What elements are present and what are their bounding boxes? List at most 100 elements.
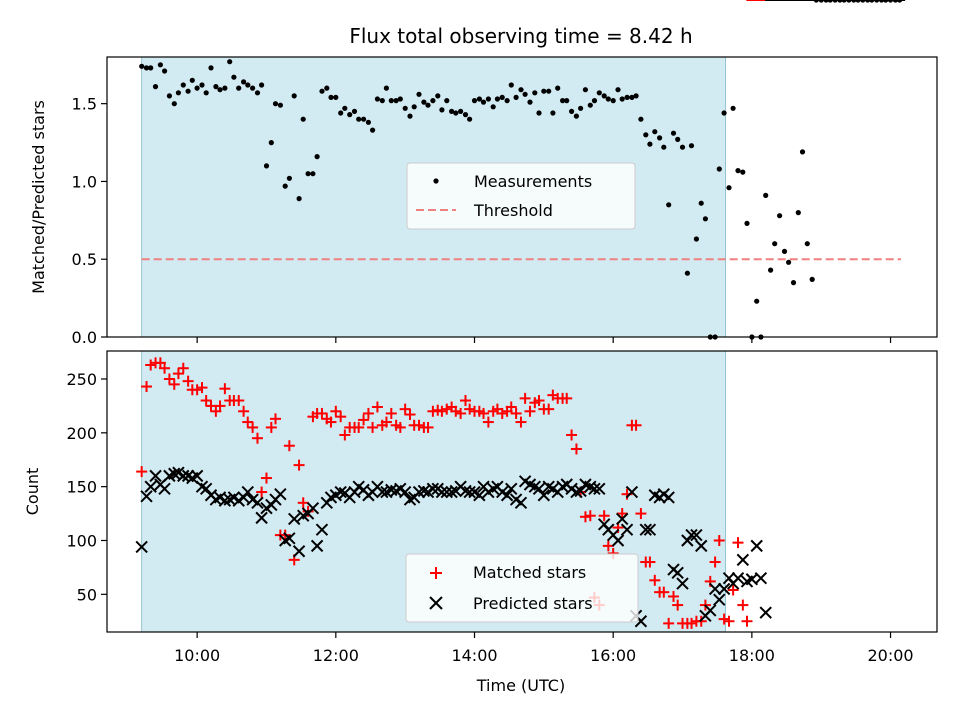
matched-star-point	[168, 378, 180, 390]
predicted-star-point	[417, 484, 431, 498]
measurement-point	[693, 236, 700, 242]
matched-star-point	[713, 534, 725, 546]
matched-star-point	[265, 421, 277, 433]
matched-star-point	[644, 556, 656, 568]
measurement-point	[296, 196, 302, 202]
matched-star-point	[269, 413, 281, 425]
measurement-point	[605, 96, 611, 102]
measurement-point	[310, 171, 316, 177]
predicted-star-point	[315, 523, 329, 536]
legend-predicted-marker	[429, 596, 443, 610]
measurement-point	[241, 79, 247, 85]
predicted-star-point	[168, 467, 181, 480]
measurement-point	[324, 85, 330, 91]
matched-star-point	[358, 414, 370, 426]
predicted-star-point	[149, 469, 162, 483]
matched-star-point	[159, 362, 171, 374]
measurement-point	[573, 113, 580, 119]
measurement-point	[688, 143, 695, 149]
measurement-point	[467, 116, 473, 122]
measurement-point	[203, 90, 209, 96]
matched-star-point	[668, 590, 680, 602]
measurement-point	[407, 113, 413, 119]
measurement-point	[166, 93, 172, 99]
measurement-point	[476, 96, 482, 102]
matched-star-point	[136, 466, 148, 478]
matched-star-point	[505, 401, 517, 413]
predicted-star-point	[334, 485, 347, 499]
predicted-star-point	[426, 482, 440, 496]
bottom-y-tick-label: 250	[66, 370, 97, 389]
bottom-y-tick-label: 200	[66, 424, 97, 443]
predicted-star-point	[140, 490, 153, 503]
measurement-point	[383, 85, 389, 91]
predicted-star-point	[671, 566, 684, 579]
top-y-tick-label: 1.0	[72, 172, 97, 191]
predicted-star-point	[754, 571, 768, 585]
predicted-star-point	[750, 539, 763, 553]
measurement-point	[666, 202, 672, 208]
measurement-point	[675, 136, 681, 142]
measurement-point	[189, 77, 195, 83]
matched-star-point	[570, 443, 582, 455]
measurement-point	[286, 175, 292, 181]
measurement-point	[250, 85, 256, 91]
predicted-star-point	[736, 553, 750, 567]
matched-star-point	[325, 416, 337, 428]
predicted-star-point	[135, 540, 148, 554]
matched-star-point	[515, 416, 527, 428]
measurement-point	[480, 99, 487, 105]
matched-star-point	[672, 599, 684, 611]
x-tick-label: 14:00	[451, 646, 497, 665]
matched-star-point	[371, 401, 383, 413]
measurement-point	[638, 116, 644, 122]
measurement-point	[222, 85, 228, 91]
measurement-point	[596, 90, 602, 96]
matched-star-point	[561, 392, 573, 404]
matched-star-point	[260, 472, 272, 484]
matched-star-point	[441, 403, 453, 415]
matched-star-point	[496, 407, 508, 419]
predicted-star-point	[532, 482, 546, 496]
matched-star-point	[233, 395, 245, 407]
bottom-axes-frame	[106, 350, 938, 633]
matched-star-point	[385, 407, 397, 419]
matched-star-point	[145, 359, 157, 371]
measurement-point	[208, 65, 214, 71]
predicted-star-point	[505, 482, 518, 496]
predicted-star-point	[199, 482, 213, 496]
measurement-point	[721, 110, 727, 116]
measurement-point	[508, 82, 514, 88]
matched-star-point	[737, 599, 749, 611]
matched-star-point	[616, 508, 628, 520]
measurement-point	[550, 110, 556, 116]
predicted-star-point	[190, 469, 204, 483]
measurement-point	[213, 84, 219, 90]
measurement-point	[148, 65, 154, 71]
measurement-point	[768, 267, 774, 273]
predicted-star-point	[593, 482, 606, 496]
matched-star-point	[436, 405, 448, 417]
chart-title: Flux total observing time = 8.42 h	[349, 24, 692, 48]
matched-star-point	[533, 395, 545, 407]
matched-star-point	[251, 432, 263, 444]
predicted-star-point	[620, 523, 634, 536]
matched-star-point	[566, 429, 578, 441]
measurement-point	[305, 171, 311, 177]
matched-star-point	[663, 617, 675, 629]
measurement-point	[629, 94, 635, 100]
measurement-point	[449, 108, 455, 114]
measurement-point	[546, 88, 552, 94]
matched-star-point	[579, 511, 591, 523]
x-axis-label: Time (UTC)	[476, 676, 565, 695]
measurement-point	[799, 149, 806, 155]
matched-star-point	[163, 373, 175, 385]
measurement-point	[453, 110, 459, 116]
measurement-point	[462, 112, 469, 118]
matched-star-point	[741, 615, 753, 627]
matched-star-point	[519, 392, 531, 404]
top-panel: 0.0 0.5 1.0 1.5 Matched/Predicted stars Mea…	[29, 0, 938, 347]
measurement-point	[633, 93, 639, 99]
predicted-star-point	[241, 485, 254, 499]
